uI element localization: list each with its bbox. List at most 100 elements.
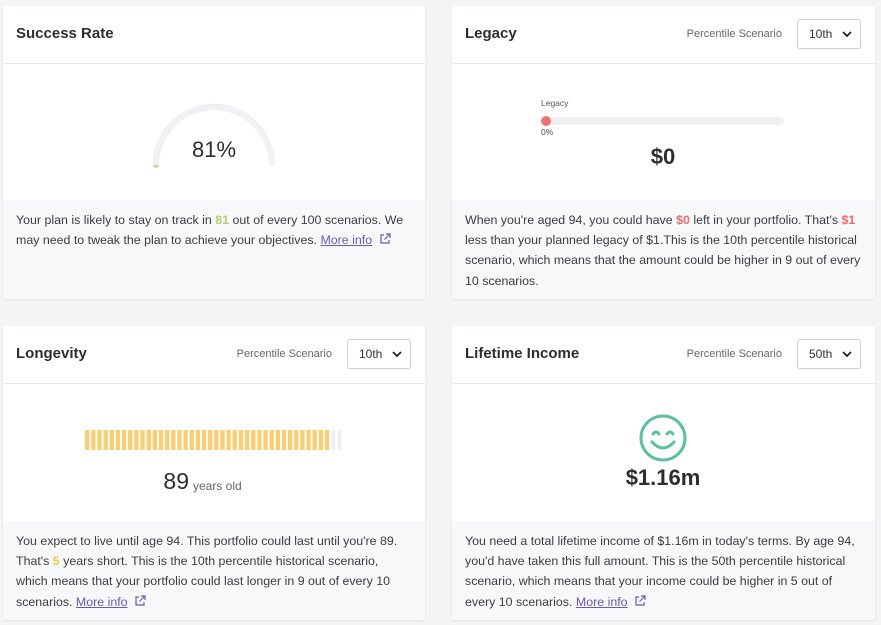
bar-segment	[121, 430, 127, 450]
bar-segment	[85, 430, 90, 450]
text: When you're aged 94, you could have	[465, 213, 677, 227]
text: Your plan is likely to stay on track in	[16, 213, 216, 227]
selector-label: Percentile Scenario	[236, 348, 332, 360]
selector-label: Percentile Scenario	[686, 28, 782, 40]
chevron	[842, 351, 852, 358]
bar-segment	[269, 430, 274, 450]
bar-label: Legacy	[541, 98, 569, 108]
bar-segment	[128, 430, 133, 450]
card-body: Legacy 0% $0	[452, 64, 875, 200]
smiley-icon	[639, 414, 687, 462]
bar-segment	[251, 430, 256, 450]
success-rate-card: Success Rate 81% Your plan is likely to …	[3, 6, 425, 299]
bar-segment	[91, 430, 96, 450]
bar-segment	[244, 430, 250, 450]
bar-marker	[541, 116, 551, 126]
card-title: Lifetime Income	[465, 345, 580, 362]
bar-segment	[195, 430, 201, 450]
text: years short. This is the 10th percentile…	[16, 554, 390, 609]
text: You expect to live until age 94. This po…	[16, 534, 398, 569]
bar-segment	[177, 430, 182, 450]
bar-segment	[331, 430, 336, 450]
bar-segment	[152, 430, 158, 450]
percentile-select[interactable]: 50th	[797, 339, 861, 369]
longevity-card: Longevity Percentile Scenario 10th 89 ye…	[3, 326, 425, 620]
select-value: 10th	[809, 27, 833, 41]
percentile-select[interactable]: 10th	[347, 339, 411, 369]
gauge-label: 81%	[192, 137, 236, 162]
card-header: Legacy Percentile Scenario 10th	[452, 6, 875, 64]
bar-segment	[103, 430, 108, 450]
card-body: 89 years old	[3, 384, 425, 521]
chevron	[842, 31, 852, 38]
card-description: Your plan is likely to stay on track in …	[3, 200, 425, 299]
bar-segment	[164, 430, 170, 450]
bar-segment	[134, 430, 139, 450]
bar-segment	[158, 430, 164, 450]
card-title: Longevity	[16, 345, 87, 362]
bar-segment	[232, 430, 237, 450]
bar-segment	[226, 430, 231, 450]
bar-segment	[171, 430, 176, 450]
gauge-track	[153, 104, 275, 166]
card-body: $1.16m	[452, 384, 875, 521]
text: You need a total lifetime income of $1.1…	[465, 534, 855, 609]
bar-segment	[300, 430, 305, 450]
bar-segment	[318, 430, 324, 450]
bar-segment	[263, 430, 268, 450]
age-unit: years old	[193, 479, 242, 493]
bar-segment	[287, 430, 293, 450]
amount: $1.16m	[626, 465, 701, 490]
more-info-link[interactable]: More info	[320, 233, 373, 248]
card-header: Longevity Percentile Scenario 10th	[3, 326, 425, 384]
more-info-link[interactable]: More info	[575, 594, 628, 609]
bar-segment	[281, 430, 287, 450]
bar-segment	[312, 430, 317, 450]
bar-segment	[275, 430, 281, 450]
external-link-icon	[635, 595, 646, 606]
card-body: 81%	[3, 64, 425, 200]
lifetime-income-card: Lifetime Income Percentile Scenario 50th…	[452, 326, 875, 620]
bar-segment	[115, 430, 121, 450]
text: out of every 100 scenarios. We may need …	[16, 213, 404, 248]
chevron	[392, 351, 402, 358]
bar-segment	[220, 430, 225, 450]
amount: $0	[651, 144, 675, 169]
percentile-select[interactable]: 10th	[797, 19, 861, 49]
bar-segment	[306, 430, 311, 450]
bar-segment	[294, 430, 299, 450]
external-link-icon	[379, 233, 391, 244]
card-header: Lifetime Income Percentile Scenario 50th	[452, 326, 875, 384]
select-value: 10th	[359, 347, 383, 361]
bar-segment	[189, 430, 194, 450]
bar-segment	[238, 430, 244, 450]
text: less than your planned legacy of $1.This…	[465, 233, 861, 288]
more-info-link[interactable]: More info	[75, 594, 128, 609]
select-value: 50th	[809, 347, 833, 361]
card-description: You need a total lifetime income of $1.1…	[452, 521, 875, 620]
card-header: Success Rate	[3, 6, 425, 64]
text: left in your portfolio. That's	[689, 213, 842, 227]
legacy-bar: Legacy 0% $0	[541, 98, 784, 169]
external-link-icon	[135, 595, 146, 606]
bar-segment	[324, 430, 330, 450]
gauge: 81%	[153, 104, 275, 168]
bar-segment	[214, 430, 219, 450]
bar-segment	[109, 430, 114, 450]
highlight: 5	[52, 554, 60, 569]
bar-value-label: 0%	[541, 127, 554, 137]
age: 89	[163, 468, 189, 494]
bar-segment	[140, 430, 145, 450]
income-visual: $1.16m	[626, 414, 701, 490]
card-title: Legacy	[465, 25, 517, 42]
card-description: You expect to live until age 94. This po…	[3, 521, 425, 620]
legacy-card: Legacy Percentile Scenario 10th Legacy 0…	[452, 6, 875, 299]
card-title: Success Rate	[16, 25, 114, 42]
highlight: $0	[676, 213, 690, 227]
card-description: When you're aged 94, you could have $0 l…	[452, 200, 875, 299]
bar-segment	[337, 430, 342, 450]
bar-segment	[183, 430, 188, 450]
bar-segment	[146, 430, 151, 450]
bar-segment	[201, 430, 207, 450]
